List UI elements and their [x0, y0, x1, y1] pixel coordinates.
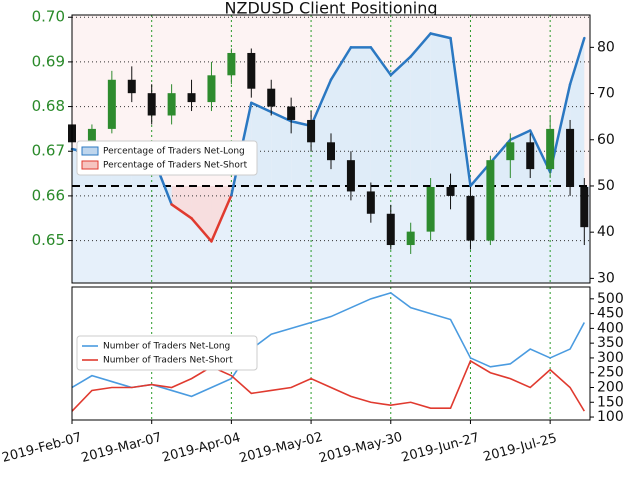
percentage-line [568, 36, 586, 86]
y3-tick-label: 350 [597, 335, 624, 351]
candle-body [307, 119, 316, 143]
y-tick-label: 0.68 [32, 97, 65, 115]
legend-label: Number of Traders Net-Long [103, 342, 230, 352]
position-area [291, 121, 312, 186]
legend-box [76, 140, 258, 176]
position-area [490, 139, 511, 186]
y2-tick-label: 30 [597, 270, 615, 286]
y-tick-label: 0.67 [32, 142, 65, 160]
position-area [331, 47, 351, 186]
legend-box [76, 335, 258, 371]
candle-body [386, 213, 395, 246]
candle-body [546, 128, 555, 170]
candle-body [227, 52, 236, 76]
y2-tick-label: 70 [597, 86, 615, 102]
percentage-line [509, 129, 532, 142]
legend-label: Percentage of Traders Net-Long [103, 147, 245, 157]
y-tick-label: 0.70 [32, 8, 65, 26]
candle-body [247, 52, 256, 89]
candle-body [127, 79, 136, 94]
candle-body [167, 93, 176, 116]
candle-body [327, 142, 335, 161]
position-area [430, 33, 451, 186]
y-tick-label: 0.69 [32, 52, 65, 70]
position-area [370, 47, 391, 186]
position-area [271, 112, 292, 186]
count-line [71, 359, 585, 412]
y2-tick-label: 80 [597, 39, 615, 55]
y2-tick-label: 60 [597, 132, 615, 148]
candle-body [486, 160, 495, 241]
position-area [171, 185, 192, 219]
candle-body [566, 128, 575, 187]
position-area [410, 33, 431, 186]
chart-title: NZDUSD Client Positioning [225, 0, 438, 18]
position-area [510, 130, 531, 186]
candle-body [267, 88, 276, 107]
y3-tick-label: 250 [597, 365, 624, 381]
percentage-line [409, 32, 432, 58]
legend-swatch [81, 160, 99, 170]
percentage-line [329, 46, 353, 81]
percentage-line [190, 217, 213, 243]
percentage-line [250, 101, 273, 114]
percentage-line [170, 203, 193, 220]
legend-swatch [81, 146, 99, 156]
percentage-line [449, 36, 472, 188]
y3-tick-label: 150 [597, 394, 624, 410]
candle-body [287, 106, 296, 120]
candle-body [526, 142, 535, 170]
candle-body [187, 93, 196, 103]
y2-tick-label: 40 [597, 224, 615, 240]
legend-label: Percentage of Traders Net-Short [103, 161, 248, 171]
percentage-line [210, 193, 233, 243]
count-line [71, 292, 586, 398]
plot-frame [71, 14, 591, 284]
candle-body [406, 231, 415, 246]
y3-tick-label: 100 [597, 409, 624, 425]
plot-frame [71, 286, 591, 421]
position-area [350, 47, 371, 186]
position-area [311, 79, 331, 186]
candle-body [506, 142, 515, 161]
y-tick-label: 0.66 [32, 186, 65, 204]
candle-body [87, 128, 96, 143]
y-tick-label: 0.65 [32, 231, 65, 249]
candle-body [107, 79, 116, 129]
y3-tick-label: 500 [597, 291, 624, 307]
position-area [390, 56, 411, 186]
y2-tick-label: 50 [597, 178, 615, 194]
y3-tick-label: 400 [597, 320, 624, 336]
candle-body [426, 186, 435, 232]
candle-body [346, 160, 355, 192]
percentage-line [429, 32, 452, 40]
candle-body [466, 195, 475, 241]
position-area [530, 130, 551, 186]
candle-body [366, 191, 375, 214]
position-area [191, 185, 212, 242]
percentage-line [369, 46, 393, 77]
y3-tick-label: 200 [597, 379, 624, 395]
y3-tick-label: 300 [597, 350, 624, 366]
percentage-line [309, 78, 333, 128]
net-long-background [72, 185, 590, 283]
candle-body [207, 75, 216, 103]
candle-body [147, 93, 156, 116]
y3-tick-label: 450 [597, 306, 624, 322]
percentage-line [389, 55, 412, 77]
candle-body [580, 186, 589, 228]
legend-label: Number of Traders Net-Short [103, 356, 233, 366]
candle-body [446, 186, 455, 196]
